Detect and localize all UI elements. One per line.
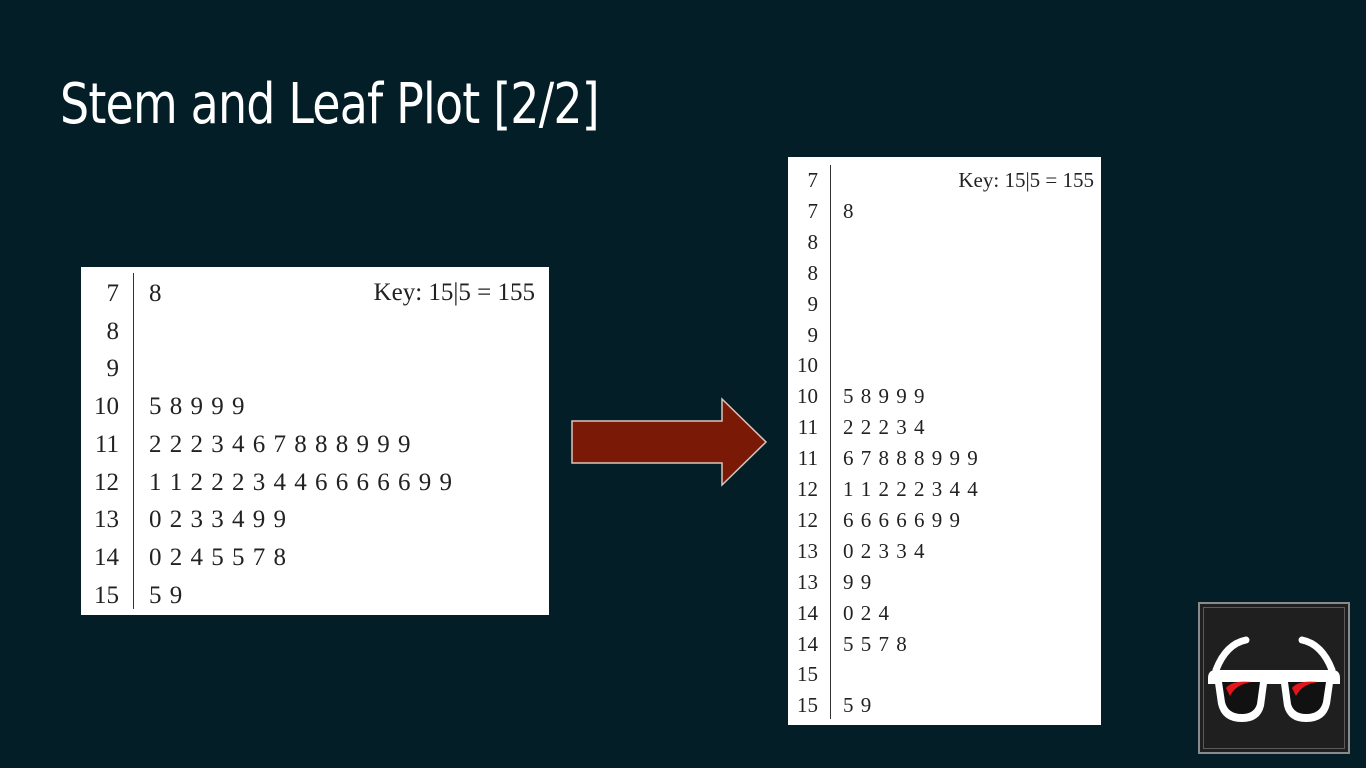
stem-value: 7 [106, 280, 120, 307]
stem-value: 14 [797, 631, 818, 656]
stem-value: 12 [797, 477, 818, 501]
glasses-icon [1208, 636, 1340, 722]
leaf-values: 0 2 3 3 4 9 9 [149, 506, 287, 534]
leaf-values: 6 6 6 6 6 9 9 [843, 507, 961, 532]
logo-frame [1203, 607, 1345, 749]
stem-value: 12 [94, 468, 119, 496]
right-arrow-icon [571, 397, 768, 487]
stem-value: 10 [797, 384, 818, 409]
stem-leaf-plot-original: Key: 15|5 = 155 7 8 8 9 10 5 8 9 9 9 11 2 2 2 3… [81, 267, 549, 615]
leaf-values: 0 2 3 3 4 [843, 538, 926, 563]
leaf-values: 0 2 4 [843, 600, 890, 625]
leaf-values: 5 8 9 9 9 [843, 384, 926, 409]
leaf-values: 8 [149, 280, 163, 307]
stem-value: 8 [106, 317, 120, 345]
stem-value: 11 [797, 446, 818, 471]
plot-key: Key: 15|5 = 155 [958, 168, 1094, 192]
leaf-values: 6 7 8 8 8 9 9 9 [843, 446, 979, 471]
stem-value: 14 [797, 600, 818, 625]
stem-value: 13 [94, 506, 119, 534]
stem-value: 7 [807, 198, 819, 223]
stem-value: 13 [797, 538, 818, 563]
stem-value: 10 [94, 393, 119, 421]
stem-leaf-divider [830, 165, 831, 719]
stem-value: 11 [94, 430, 119, 458]
stem-value: 15 [797, 662, 818, 687]
leaf-values: 1 1 2 2 2 3 4 4 [843, 477, 979, 501]
leaf-values: 9 9 [843, 569, 873, 594]
leaf-values: 2 2 2 3 4 6 7 8 8 8 9 9 9 [149, 430, 412, 458]
stem-value: 10 [797, 353, 818, 378]
glasses-logo-icon [1198, 602, 1350, 754]
stem-value: 12 [797, 507, 818, 532]
stem-value: 8 [807, 229, 819, 254]
stem-value: 14 [94, 543, 119, 571]
stem-value: 15 [94, 581, 119, 609]
leaf-values: 5 9 [149, 581, 184, 609]
stem-value: 15 [797, 693, 818, 718]
stem-value: 11 [797, 415, 818, 440]
slide-title: Stem and Leaf Plot [2/2] [60, 72, 600, 137]
stem-value: 9 [106, 355, 120, 383]
leaf-values: 5 8 9 9 9 [149, 393, 246, 421]
leaf-values: 0 2 4 5 5 7 8 [149, 543, 287, 571]
stem-value: 9 [807, 291, 819, 316]
stem-leaf-divider [133, 273, 134, 609]
leaf-values: 5 5 7 8 [843, 631, 908, 656]
leaf-values: 8 [843, 198, 855, 223]
leaf-values: 1 1 2 2 2 3 4 4 6 6 6 6 6 9 9 [149, 468, 453, 496]
leaf-values: 5 9 [843, 693, 873, 718]
plot-key: Key: 15|5 = 155 [373, 279, 535, 306]
stem-value: 7 [807, 168, 819, 192]
stem-value: 8 [807, 260, 819, 285]
stem-leaf-plot-split: Key: 15|5 = 155 7 7 8 8 8 9 9 10 10 5 8 9 9 9 11 2 … [788, 157, 1101, 725]
leaf-values: 2 2 2 3 4 [843, 415, 926, 440]
stem-value: 13 [797, 569, 818, 594]
stem-value: 9 [807, 322, 819, 347]
